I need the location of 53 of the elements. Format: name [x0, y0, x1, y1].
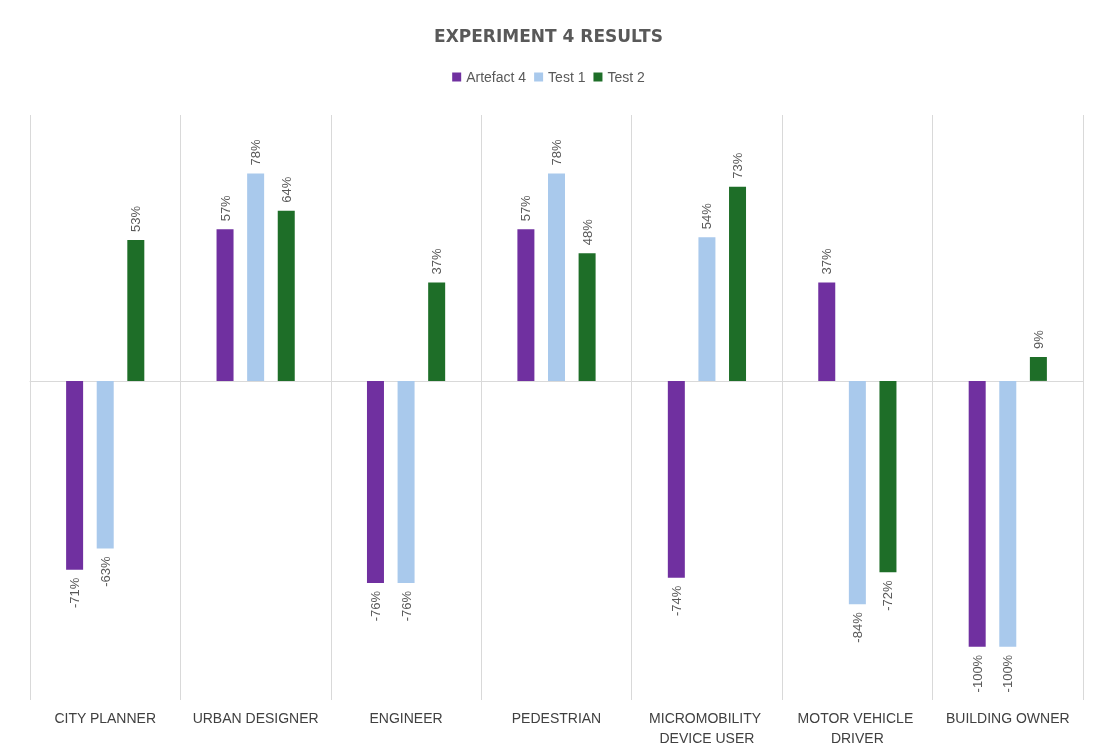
bar [879, 380, 897, 573]
bar [127, 239, 145, 381]
data-label: 37% [819, 248, 835, 275]
bar [428, 282, 446, 381]
bar [548, 173, 565, 381]
bar [247, 173, 265, 381]
bar [698, 237, 716, 381]
data-label: 53% [128, 205, 144, 232]
legend-label: Test 2 [607, 69, 646, 85]
bar [999, 380, 1017, 647]
data-label: 54% [699, 202, 715, 230]
bar [848, 380, 866, 605]
data-label: 73% [730, 152, 746, 179]
data-label: -100% [969, 654, 985, 693]
bar [216, 229, 234, 381]
data-label: 48% [579, 218, 595, 246]
bar [1029, 356, 1047, 381]
bar [517, 229, 535, 381]
bar [667, 380, 685, 578]
bar [818, 282, 836, 381]
x-tick-label: MICROMOBILITY DEVICE USER [649, 710, 765, 746]
data-label: -74% [668, 585, 684, 617]
bar [277, 210, 295, 381]
data-label: 9% [1030, 329, 1046, 349]
x-tick-label: BUILDING OWNER [945, 710, 1070, 726]
x-tick-label: CITY PLANNER [54, 710, 157, 726]
bar [66, 380, 84, 570]
x-tick-label: ENGINEER [369, 710, 443, 726]
data-label: 78% [248, 139, 264, 166]
bar [366, 380, 384, 583]
data-label: 64% [278, 176, 294, 203]
x-tick-label: PEDESTRIAN [511, 710, 602, 726]
x-tick-label: MOTOR VEHICLE DRIVER [797, 710, 918, 746]
data-label: -71% [67, 577, 83, 609]
bar [968, 380, 986, 647]
legend-label: Artefact 4 [466, 69, 527, 85]
bar [578, 253, 596, 381]
data-label: -100% [1000, 654, 1016, 693]
data-label: -76% [367, 590, 383, 622]
chart-title: EXPERIMENT 4 RESULTS [434, 25, 663, 46]
legend-label: Test 1 [548, 69, 586, 85]
data-label: 57% [518, 194, 534, 222]
bar [397, 380, 415, 583]
data-label: 37% [429, 248, 445, 275]
data-label: -84% [849, 611, 865, 643]
data-label: -72% [880, 579, 896, 611]
data-label: 78% [549, 139, 564, 166]
data-label: -76% [398, 590, 414, 622]
bar [96, 380, 114, 549]
data-label: 57% [217, 194, 233, 222]
data-label: -63% [97, 556, 113, 587]
x-tick-label: URBAN DESIGNER [192, 710, 319, 726]
bar [729, 186, 747, 381]
